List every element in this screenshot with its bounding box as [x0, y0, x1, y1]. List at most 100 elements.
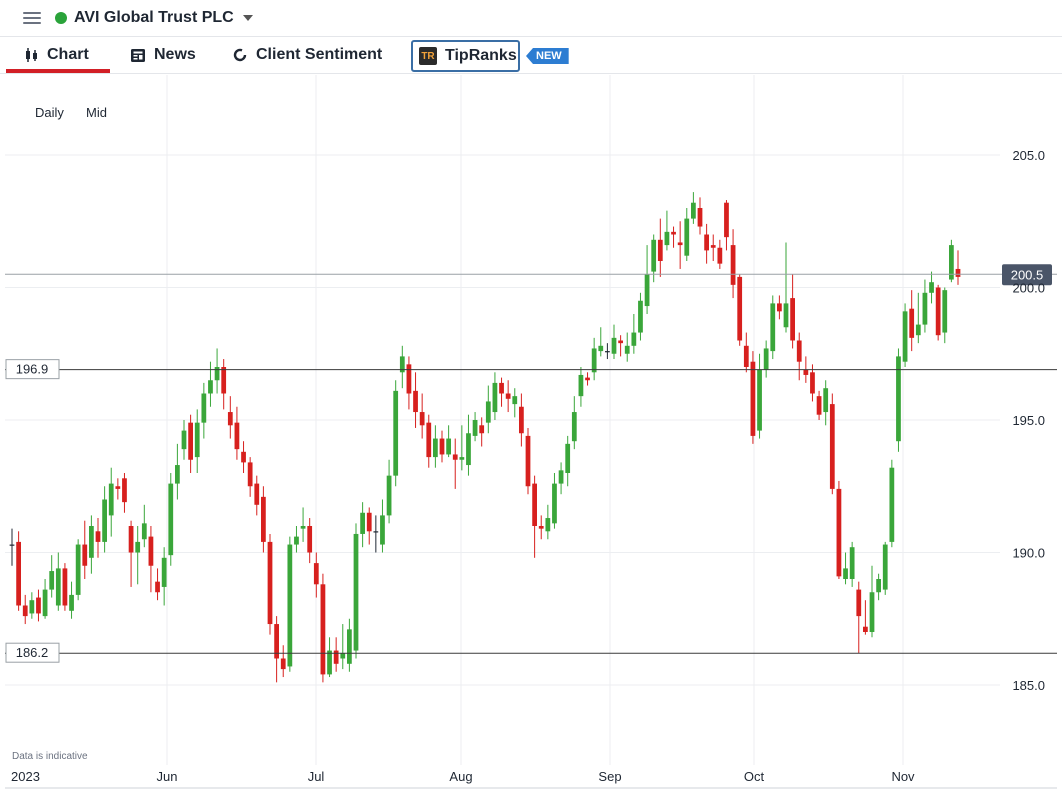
tab-news-label: News	[154, 46, 196, 63]
price-chart[interactable]: Daily Mid 200.5 196.9 186.2 205.0 200.0 195.0…	[5, 75, 1057, 792]
candle-body	[333, 650, 339, 664]
candle-body	[241, 451, 246, 463]
candle-body	[942, 290, 948, 333]
candle-body	[730, 245, 736, 285]
candle-body	[201, 393, 207, 423]
candle-body	[327, 650, 332, 675]
candle-body	[605, 351, 610, 353]
tab-client-sentiment[interactable]: Client Sentiment	[232, 37, 382, 73]
x-tick-label: Sep	[598, 769, 621, 784]
candle-body	[168, 483, 174, 556]
x-tick-label: Aug	[449, 769, 472, 784]
candle-body	[122, 478, 127, 503]
x-tick-label: Oct	[744, 769, 765, 784]
chart-canvas[interactable]: 200.5 196.9 186.2 205.0 200.0 195.0 190.0 185.0…	[5, 75, 1057, 792]
candle-body	[221, 367, 227, 394]
candle-body	[585, 377, 590, 381]
candle-body	[796, 340, 802, 362]
candle-body	[631, 332, 637, 346]
candle-body	[505, 393, 511, 399]
candle-body	[565, 443, 571, 473]
candle-body	[89, 526, 94, 558]
candle-body	[717, 247, 723, 264]
candle-body	[466, 433, 471, 466]
candle-body	[558, 470, 564, 484]
candle-body	[591, 348, 597, 373]
candle-body	[882, 544, 888, 590]
candle-body	[227, 412, 233, 426]
candle-body	[141, 523, 147, 540]
candle-body	[208, 380, 213, 394]
hamburger-icon[interactable]	[23, 12, 41, 24]
candle-body	[929, 282, 934, 293]
candlestick-icon	[25, 48, 39, 62]
candle-body	[261, 496, 266, 542]
candle-body	[849, 547, 855, 579]
candle-body	[783, 303, 789, 328]
candle-body	[816, 396, 822, 415]
tab-chart[interactable]: Chart	[8, 37, 110, 73]
candle-body	[247, 462, 253, 487]
candle-body	[36, 597, 41, 614]
caret-down-icon[interactable]	[242, 15, 253, 21]
candle-body	[386, 475, 392, 516]
candle-body	[300, 526, 306, 529]
candle-body	[360, 512, 365, 534]
header-bar: AVI Global Trust PLC	[0, 0, 1062, 37]
candle-body	[915, 324, 921, 336]
newspaper-icon	[130, 48, 146, 63]
price-type-selector[interactable]: Mid	[86, 105, 107, 120]
candle-body	[433, 438, 438, 458]
candle-body	[393, 390, 399, 476]
candle-body	[896, 356, 901, 442]
candle-body	[155, 581, 160, 593]
data-disclaimer: Data is indicative	[12, 751, 88, 762]
interval-selector[interactable]: Daily	[35, 105, 64, 120]
candle-body	[611, 337, 617, 354]
candle-body	[439, 438, 445, 455]
tab-news[interactable]: News	[130, 37, 196, 73]
horizontal-line-label: 196.9	[16, 362, 49, 377]
market-status-dot	[55, 12, 67, 24]
candle-body	[426, 422, 432, 458]
candle-body	[691, 202, 696, 219]
candle-body	[267, 541, 273, 625]
candle-body	[889, 467, 895, 542]
candle-body	[743, 345, 749, 367]
candle-body	[684, 218, 690, 256]
candle-body	[148, 536, 154, 566]
x-tick-label: Jul	[308, 769, 325, 784]
candle-body	[55, 568, 61, 606]
candle-body	[538, 526, 544, 529]
candle-body	[863, 626, 868, 632]
candle-body	[664, 231, 670, 246]
tab-chart-label: Chart	[47, 46, 89, 63]
candle-body	[446, 438, 451, 455]
candle-body	[419, 412, 425, 426]
candle-body	[161, 557, 167, 587]
candle-body	[135, 541, 141, 553]
current-price-label: 200.5	[1011, 267, 1044, 282]
candle-body	[677, 242, 683, 246]
candle-body	[294, 536, 299, 545]
y-tick-label: 185.0	[1012, 678, 1045, 693]
candle-body	[128, 526, 134, 553]
candle-body	[935, 287, 941, 336]
candle-body	[234, 422, 240, 450]
candle-body	[29, 600, 35, 614]
candle-body	[479, 425, 485, 434]
candle-body	[704, 234, 709, 251]
x-tick-label: 2023	[11, 769, 40, 784]
candle-body	[777, 303, 782, 312]
candle-body	[651, 239, 657, 272]
tipranks-button[interactable]: TR TipRanks	[411, 40, 520, 72]
candle-body	[909, 308, 915, 338]
horizontal-line-label-bg	[5, 642, 60, 663]
instrument-name[interactable]: AVI Global Trust PLC	[74, 9, 234, 26]
horizontal-line-label: 186.2	[16, 645, 49, 660]
candle-body	[499, 382, 504, 394]
candle-body	[82, 544, 88, 566]
candle-body	[307, 526, 313, 553]
candle-body	[75, 544, 81, 595]
y-tick-label: 190.0	[1012, 546, 1045, 561]
